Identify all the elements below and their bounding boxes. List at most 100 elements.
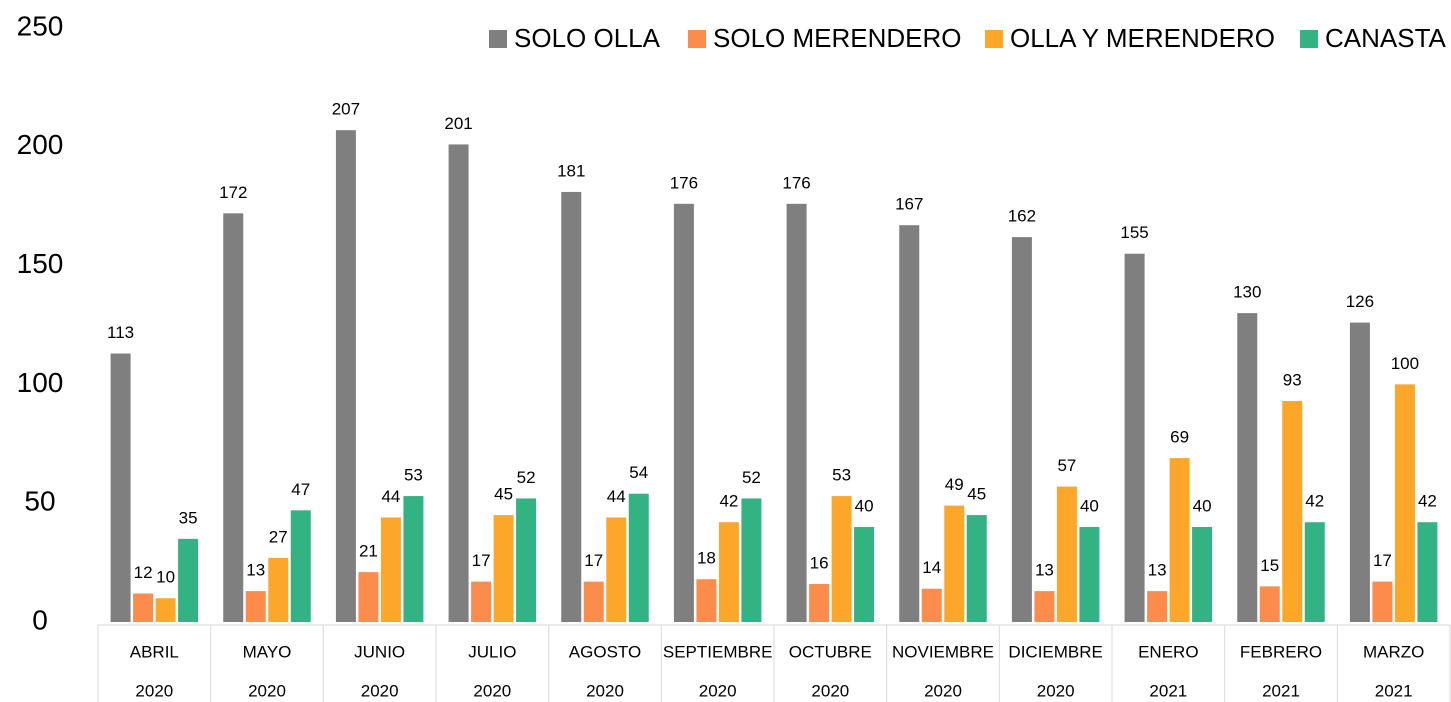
bar	[110, 353, 131, 622]
value-label: 113	[107, 323, 134, 342]
bar	[1056, 486, 1077, 622]
value-label: 17	[584, 551, 603, 570]
bar	[831, 496, 852, 622]
bar	[673, 203, 694, 622]
legend-swatch	[688, 30, 706, 48]
x-tick-label: SEPTIEMBRE	[663, 642, 773, 661]
bar	[1124, 253, 1145, 622]
bar	[493, 515, 514, 622]
x-tick-label: NOVIEMBRE	[892, 642, 994, 661]
value-label: 42	[1305, 492, 1324, 511]
value-label: 172	[219, 183, 247, 202]
value-label: 155	[1120, 223, 1148, 242]
value-label: 93	[1283, 371, 1302, 390]
bar	[1192, 526, 1213, 622]
value-label: 49	[945, 475, 964, 494]
bar	[448, 144, 469, 622]
y-tick-label: 100	[17, 367, 64, 398]
value-label: 40	[1080, 496, 1099, 515]
bar	[854, 526, 875, 622]
value-label: 162	[1008, 207, 1036, 226]
x-tick-year: 2020	[811, 681, 849, 700]
bar	[921, 588, 942, 622]
value-label: 35	[179, 508, 198, 527]
bar	[1282, 401, 1303, 622]
value-label: 44	[607, 487, 626, 506]
legend-swatch	[489, 30, 507, 48]
bar	[1349, 322, 1370, 622]
bar	[583, 581, 604, 622]
legend-label: OLLA Y MERENDERO	[1010, 23, 1275, 53]
bar	[223, 213, 244, 622]
x-tick-year: 2020	[135, 681, 173, 700]
y-tick-label: 0	[32, 604, 48, 635]
x-tick-year: 2020	[473, 681, 511, 700]
bar	[1394, 384, 1415, 622]
value-label: 40	[855, 496, 874, 515]
bar	[966, 515, 987, 622]
x-tick-label: JUNIO	[354, 642, 405, 661]
bar	[696, 579, 717, 622]
value-label: 17	[472, 551, 491, 570]
value-label: 13	[1035, 561, 1054, 580]
value-label: 53	[404, 466, 423, 485]
x-tick-year: 2021	[1149, 681, 1187, 700]
x-tick-label: DICIEMBRE	[1008, 642, 1102, 661]
value-label: 69	[1170, 428, 1189, 447]
bar	[178, 538, 199, 622]
x-tick-label: OCTUBRE	[789, 642, 872, 661]
value-label: 42	[1418, 492, 1437, 511]
bar	[1237, 313, 1258, 622]
bar	[1169, 458, 1190, 622]
x-tick-label: ABRIL	[130, 642, 179, 661]
bar	[1372, 581, 1393, 622]
x-tick-label: AGOSTO	[569, 642, 641, 661]
bar	[403, 496, 424, 622]
bar	[1011, 237, 1032, 622]
y-tick-label: 150	[17, 248, 64, 279]
value-label: 13	[246, 561, 265, 580]
x-tick-label: ENERO	[1138, 642, 1198, 661]
value-label: 181	[557, 161, 585, 180]
value-label: 126	[1346, 292, 1374, 311]
value-label: 207	[332, 100, 360, 119]
value-label: 45	[494, 485, 513, 504]
x-tick-year: 2020	[361, 681, 399, 700]
value-label: 52	[517, 468, 536, 487]
bar	[944, 505, 965, 622]
bar	[561, 191, 582, 622]
value-label: 52	[742, 468, 761, 487]
bar	[358, 572, 379, 622]
x-tick-year: 2020	[586, 681, 624, 700]
x-tick-year: 2021	[1375, 681, 1413, 700]
value-label: 18	[697, 549, 716, 568]
value-label: 40	[1193, 496, 1212, 515]
bar	[786, 203, 807, 622]
x-tick-year: 2020	[248, 681, 286, 700]
y-tick-label: 250	[17, 10, 64, 41]
value-label: 16	[810, 553, 829, 572]
value-label: 47	[291, 480, 310, 499]
bar	[335, 130, 356, 622]
value-label: 27	[269, 527, 288, 546]
bar	[1034, 591, 1055, 622]
legend-label: SOLO MERENDERO	[713, 23, 962, 53]
value-label: 57	[1057, 456, 1076, 475]
value-label: 201	[444, 114, 472, 133]
legend-swatch	[985, 30, 1003, 48]
value-label: 13	[1148, 561, 1167, 580]
value-label: 12	[134, 563, 153, 582]
x-tick-year: 2020	[924, 681, 962, 700]
bar	[155, 598, 176, 622]
value-label: 53	[832, 466, 851, 485]
bar	[290, 510, 311, 622]
bar	[718, 522, 739, 622]
x-tick-label: JULIO	[468, 642, 516, 661]
x-tick-label: MAYO	[243, 642, 292, 661]
y-tick-label: 200	[17, 129, 64, 160]
bar	[1417, 522, 1438, 622]
value-label: 15	[1260, 556, 1279, 575]
bar	[606, 517, 627, 622]
bar	[380, 517, 401, 622]
